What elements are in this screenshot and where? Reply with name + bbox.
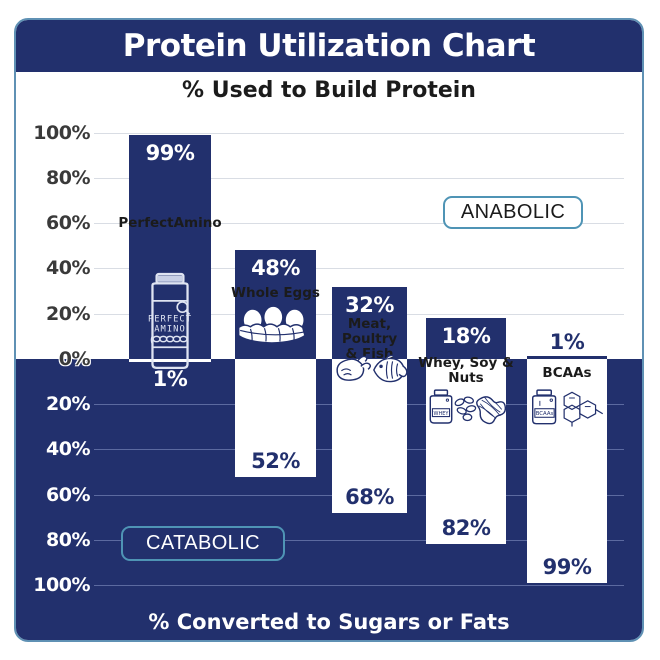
gridline-bottom (94, 539, 624, 541)
bar-anabolic[interactable] (332, 286, 407, 359)
bar-value-catabolic: 52% (251, 448, 300, 473)
bar-value-anabolic: 18% (441, 324, 491, 349)
bar-value-anabolic: 48% (251, 256, 300, 281)
y-tick-bottom-80: 80% (46, 528, 90, 551)
y-tick-bottom-60: 60% (46, 483, 90, 506)
bar-group[interactable]: Whole Eggs 48% 52% (231, 108, 320, 608)
svg-text:BCAAs: BCAAs (536, 411, 554, 417)
y-tick-bottom-40: 40% (46, 438, 90, 461)
bar-category-label: BCAAs (542, 365, 592, 381)
y-tick-top-0: 0% (58, 348, 91, 370)
bcaa-jar-icon: BCAAs (527, 385, 607, 431)
bar-value-catabolic: 68% (345, 484, 394, 509)
y-tick-top-40: 40% (46, 257, 90, 280)
y-tick-top-20: 20% (46, 302, 90, 325)
bar-category-label: Whey, Soy & Nuts (418, 355, 514, 387)
bar-catabolic[interactable] (129, 359, 211, 362)
anabolic-zone (16, 108, 642, 359)
bar-group[interactable]: BCAAs BCAAs 1% 99% (527, 108, 607, 608)
bar-category-label: Meat, Poultry & Fish (341, 316, 398, 363)
egg-carton-icon (235, 304, 316, 348)
svg-text:AMINO: AMINO (154, 324, 186, 334)
bar-anabolic[interactable] (426, 318, 506, 359)
chart-plot-area: PerfectAmino PERFECT AMINO 99% 1% Whole Eg… (16, 108, 642, 608)
bar-value-catabolic: 99% (542, 554, 592, 579)
bar-value-anabolic: 1% (549, 329, 585, 354)
protein-utilization-poster: Protein Utilization Chart % Used to Buil… (14, 18, 644, 642)
anabolic-badge: ANABOLIC (443, 196, 583, 229)
meat-fish-icon (332, 348, 407, 392)
svg-text:WHEY: WHEY (434, 411, 450, 417)
bar-group[interactable]: PerfectAmino PERFECT AMINO 99% 1% (118, 108, 222, 608)
bar-catabolic[interactable] (332, 359, 407, 513)
bar-anabolic[interactable] (527, 356, 607, 359)
catabolic-badge: CATABOLIC (121, 526, 285, 561)
anabolic-badge-label: ANABOLIC (460, 201, 566, 223)
y-tick-bottom-20: 20% (46, 393, 90, 416)
gridline-top (94, 177, 624, 179)
bar-category-label: Whole Eggs (231, 285, 320, 301)
y-tick-top-60: 60% (46, 212, 90, 235)
bar-catabolic[interactable] (235, 359, 316, 477)
y-tick-bottom-100: 100% (33, 574, 90, 596)
gridline-top (94, 268, 624, 270)
y-tick-top-100: 100% (33, 121, 90, 144)
gridline-top (94, 223, 624, 225)
bar-group[interactable]: Whey, Soy & Nuts WHEY 18% 82% (418, 108, 514, 608)
gridline-bottom (94, 585, 624, 586)
catabolic-badge-label: CATABOLIC (146, 532, 260, 554)
page-title: Protein Utilization Chart (122, 28, 536, 64)
y-tick-top-80: 80% (46, 166, 90, 189)
bar-category-label: PerfectAmino (118, 215, 222, 231)
poster-header: Protein Utilization Chart (16, 20, 642, 72)
top-axis-caption: % Used to Build Protein (182, 78, 476, 103)
supplement-bottle-icon: PERFECT AMINO (129, 272, 211, 371)
gridline-top (94, 132, 624, 134)
bar-value-anabolic: 99% (145, 140, 195, 165)
bar-group[interactable]: Meat, Poultry & Fish 32% 68% (332, 108, 407, 608)
bar-value-anabolic: 32% (345, 292, 394, 317)
bar-value-catabolic: 1% (152, 367, 188, 392)
bottom-axis-caption: % Converted to Sugars or Fats (16, 604, 642, 640)
whey-nuts-icon: WHEY (426, 385, 506, 431)
bar-value-catabolic: 82% (441, 516, 491, 541)
bar-anabolic[interactable] (129, 134, 211, 359)
svg-text:PERFECT: PERFECT (148, 315, 192, 325)
